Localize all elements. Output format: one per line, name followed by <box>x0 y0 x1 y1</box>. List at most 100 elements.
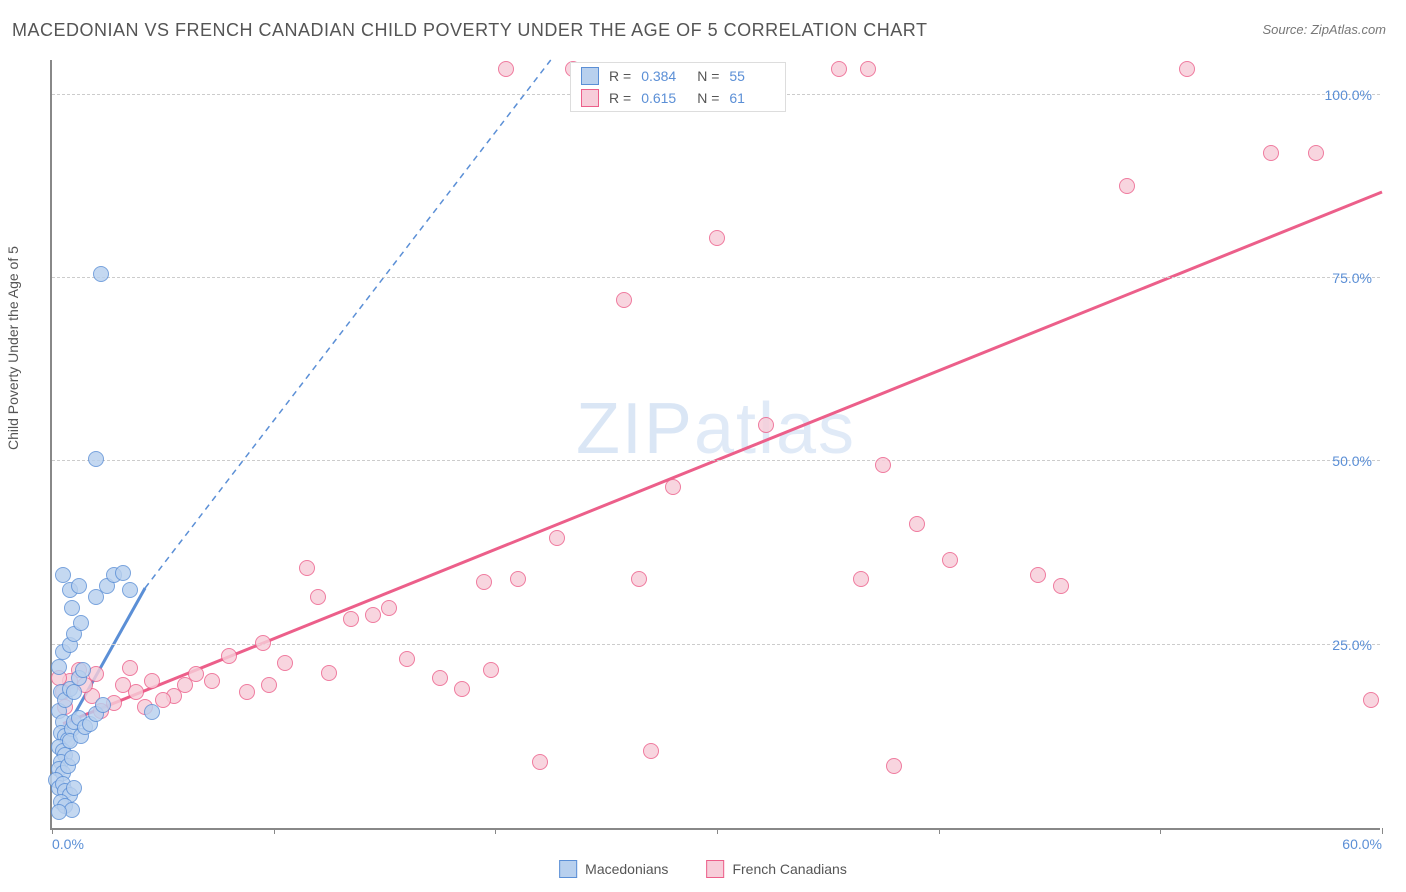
data-point <box>1119 178 1135 194</box>
data-point <box>909 516 925 532</box>
data-point <box>122 660 138 676</box>
trend-lines-layer <box>52 60 1380 828</box>
x-tick-mark <box>274 828 275 834</box>
data-point <box>432 670 448 686</box>
y-axis-label: Child Poverty Under the Age of 5 <box>5 246 21 450</box>
y-tick-label: 50.0% <box>1332 453 1372 469</box>
legend-r-value: 0.384 <box>641 68 687 84</box>
data-point <box>510 571 526 587</box>
x-tick-mark <box>717 828 718 834</box>
x-tick-label: 60.0% <box>1342 836 1382 852</box>
data-point <box>665 479 681 495</box>
data-point <box>177 677 193 693</box>
data-point <box>64 750 80 766</box>
series-legend: Macedonians French Canadians <box>559 860 847 878</box>
plot-area: ZIPatlas 25.0%50.0%75.0%100.0%0.0%60.0% <box>50 60 1380 830</box>
data-point <box>299 560 315 576</box>
data-point <box>476 574 492 590</box>
legend-item: Macedonians <box>559 860 668 878</box>
legend-label: Macedonians <box>585 861 668 877</box>
data-point <box>55 567 71 583</box>
legend-swatch <box>706 860 724 878</box>
x-tick-mark <box>52 828 53 834</box>
data-point <box>399 651 415 667</box>
data-point <box>1030 567 1046 583</box>
data-point <box>144 673 160 689</box>
x-tick-mark <box>939 828 940 834</box>
gridline <box>52 277 1380 278</box>
data-point <box>155 692 171 708</box>
data-point <box>942 552 958 568</box>
x-tick-mark <box>1160 828 1161 834</box>
legend-row: R = 0.615 N = 61 <box>581 89 775 107</box>
data-point <box>853 571 869 587</box>
source-attribution: Source: ZipAtlas.com <box>1262 22 1386 37</box>
legend-n-label: N = <box>697 68 719 84</box>
data-point <box>758 417 774 433</box>
y-tick-label: 25.0% <box>1332 637 1372 653</box>
data-point <box>498 61 514 77</box>
data-point <box>66 780 82 796</box>
data-point <box>310 589 326 605</box>
data-point <box>1179 61 1195 77</box>
trend-line-dashed <box>145 60 551 588</box>
data-point <box>88 451 104 467</box>
data-point <box>532 754 548 770</box>
x-tick-label: 0.0% <box>52 836 84 852</box>
legend-r-label: R = <box>609 90 631 106</box>
gridline <box>52 644 1380 645</box>
legend-row: R = 0.384 N = 55 <box>581 67 775 85</box>
data-point <box>1363 692 1379 708</box>
legend-n-value: 55 <box>729 68 775 84</box>
legend-r-label: R = <box>609 68 631 84</box>
data-point <box>875 457 891 473</box>
data-point <box>277 655 293 671</box>
data-point <box>1053 578 1069 594</box>
legend-swatch <box>581 67 599 85</box>
data-point <box>1308 145 1324 161</box>
chart-title: MACEDONIAN VS FRENCH CANADIAN CHILD POVE… <box>12 20 927 41</box>
data-point <box>93 266 109 282</box>
watermark-brand-b: atlas <box>694 389 856 469</box>
data-point <box>95 697 111 713</box>
data-point <box>1263 145 1279 161</box>
data-point <box>886 758 902 774</box>
data-point <box>860 61 876 77</box>
legend-label: French Canadians <box>732 861 846 877</box>
data-point <box>483 662 499 678</box>
data-point <box>549 530 565 546</box>
data-point <box>122 582 138 598</box>
data-point <box>343 611 359 627</box>
gridline <box>52 460 1380 461</box>
data-point <box>144 704 160 720</box>
data-point <box>75 662 91 678</box>
data-point <box>115 677 131 693</box>
x-tick-mark <box>495 828 496 834</box>
data-point <box>239 684 255 700</box>
legend-n-value: 61 <box>729 90 775 106</box>
data-point <box>261 677 277 693</box>
legend-item: French Canadians <box>706 860 846 878</box>
legend-swatch <box>559 860 577 878</box>
data-point <box>71 578 87 594</box>
data-point <box>51 804 67 820</box>
data-point <box>831 61 847 77</box>
data-point <box>709 230 725 246</box>
data-point <box>115 565 131 581</box>
data-point <box>221 648 237 664</box>
y-tick-label: 100.0% <box>1325 87 1372 103</box>
legend-n-label: N = <box>697 90 719 106</box>
data-point <box>381 600 397 616</box>
data-point <box>66 684 82 700</box>
data-point <box>73 615 89 631</box>
data-point <box>51 659 67 675</box>
data-point <box>255 635 271 651</box>
data-point <box>616 292 632 308</box>
x-tick-mark <box>1382 828 1383 834</box>
legend-r-value: 0.615 <box>641 90 687 106</box>
watermark: ZIPatlas <box>576 388 856 470</box>
data-point <box>631 571 647 587</box>
data-point <box>88 589 104 605</box>
data-point <box>321 665 337 681</box>
data-point <box>365 607 381 623</box>
